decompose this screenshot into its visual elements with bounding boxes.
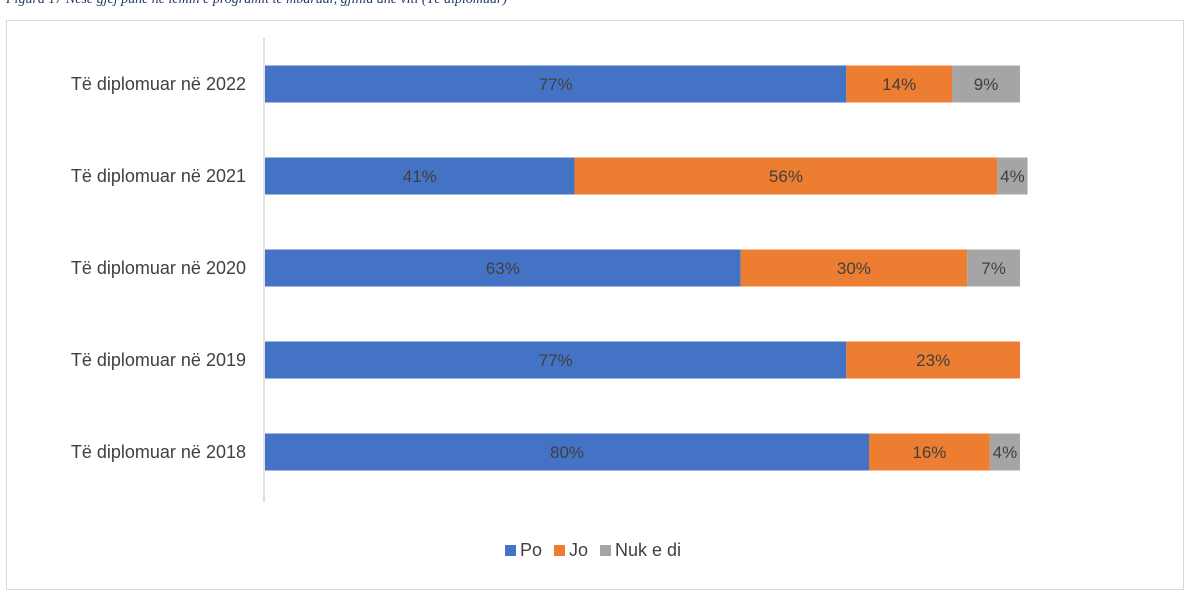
bar-segment xyxy=(574,157,998,195)
bar-segment xyxy=(846,65,953,103)
figure-caption: Figura 17 Nëse gjej punë në lëmin e prog… xyxy=(6,0,507,8)
category-label: Të diplomuar në 2018 xyxy=(71,442,246,462)
legend-swatch xyxy=(553,545,565,556)
bar-segment xyxy=(869,433,990,471)
category-label: Të diplomuar në 2019 xyxy=(71,350,246,370)
bar-segment xyxy=(265,65,847,103)
data-label: 9% xyxy=(974,75,999,94)
bar-segment xyxy=(265,341,847,379)
data-label: 77% xyxy=(539,351,573,370)
data-label: 7% xyxy=(981,259,1006,278)
category-label: Të diplomuar në 2020 xyxy=(71,258,246,278)
data-label: 4% xyxy=(1000,167,1025,186)
legend-swatch xyxy=(600,545,611,556)
data-label: 63% xyxy=(486,259,520,278)
data-label: 14% xyxy=(882,75,916,94)
category-label: Të diplomuar në 2022 xyxy=(71,74,246,94)
legend-swatch xyxy=(504,545,516,556)
bar-segment xyxy=(952,65,1020,103)
category-label: Të diplomuar në 2021 xyxy=(71,166,246,186)
legend-label: Po xyxy=(519,540,542,560)
bar-segment xyxy=(265,249,741,287)
bars-layer xyxy=(265,65,1028,471)
legend-label: Jo xyxy=(568,540,588,560)
legend-label: Nuk e di xyxy=(615,540,682,560)
data-label: 16% xyxy=(912,443,946,462)
data-label: 80% xyxy=(550,443,584,462)
data-label: 4% xyxy=(993,443,1018,462)
bar-segment xyxy=(846,341,1020,379)
legend: Po Jo Nuk e di xyxy=(0,540,1186,561)
bar-segment xyxy=(967,249,1020,287)
data-label: 41% xyxy=(403,167,437,186)
bar-segment xyxy=(740,249,968,287)
figure-caption-strip: Figura 17 Nëse gjej punë në lëmin e prog… xyxy=(0,0,1186,10)
bar-segment xyxy=(265,157,575,195)
legend-item: Po xyxy=(504,540,542,561)
labels-layer: Të diplomuar në 2022 77% 14% 9% Të diplomuar… xyxy=(71,74,1025,462)
data-label: 23% xyxy=(916,351,950,370)
data-label: 30% xyxy=(837,259,871,278)
bar-segment xyxy=(997,157,1028,195)
legend-item: Jo xyxy=(553,540,588,561)
bar-segment xyxy=(989,433,1020,471)
data-label: 77% xyxy=(539,75,573,94)
data-label: 56% xyxy=(769,167,803,186)
legend-item: Nuk e di xyxy=(600,540,681,561)
bar-segment xyxy=(265,433,869,471)
